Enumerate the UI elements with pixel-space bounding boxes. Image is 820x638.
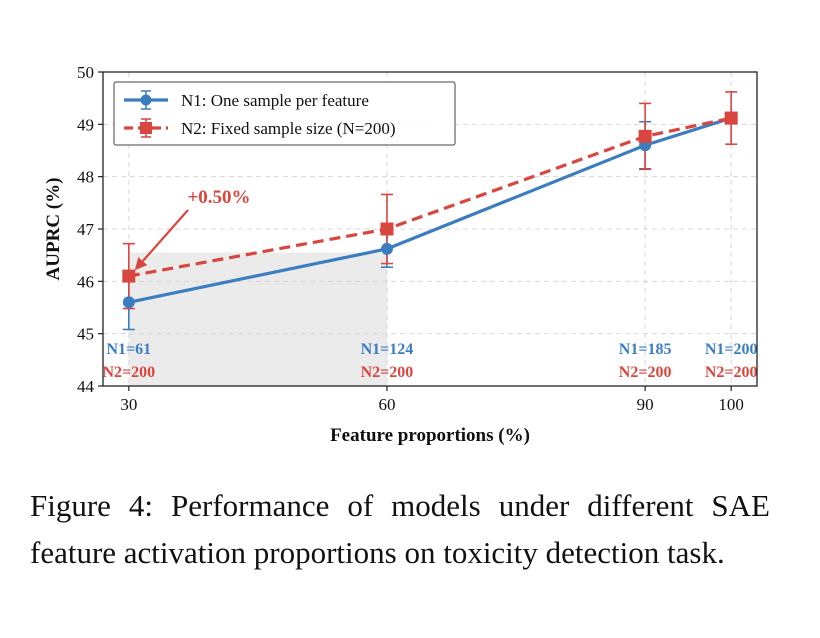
- y-tick-label: 44: [77, 377, 95, 396]
- series-layer: [122, 91, 738, 331]
- n2-count-label: N2=200: [361, 364, 414, 381]
- data-point-square: [638, 129, 652, 143]
- shaded-region: [128, 252, 387, 386]
- y-axis-ticks: 44 45 46 47 48 49 50: [77, 63, 103, 396]
- plot-frame: [102, 71, 758, 387]
- n2-count-label: N2=200: [102, 364, 155, 381]
- series-line-2: [128, 116, 732, 278]
- n1-count-label: N1=61: [106, 341, 151, 358]
- legend: N1: One sample per feature N2: Fixed samp…: [113, 81, 456, 146]
- y-tick-label: 49: [77, 115, 94, 134]
- x-tick-label: 100: [718, 395, 744, 414]
- x-axis-label: Feature proportions (%): [330, 425, 530, 446]
- x-tick-label: 30: [120, 395, 137, 414]
- annotation-label: +0.50%: [187, 187, 250, 208]
- data-point-circle: [122, 296, 135, 309]
- n1-count-label: N1=185: [619, 341, 672, 358]
- data-point-square: [380, 222, 394, 236]
- data-point-square: [122, 269, 136, 283]
- annotation: +0.50%: [134, 187, 251, 271]
- legend-label-2: N2: Fixed sample size (N=200): [181, 119, 396, 138]
- y-tick-label: 48: [77, 168, 94, 187]
- y-axis-label: AUPRC (%): [43, 178, 64, 281]
- legend-label-1: N1: One sample per feature: [181, 91, 369, 110]
- x-tick-label: 90: [637, 395, 654, 414]
- y-tick-label: 47: [77, 220, 95, 239]
- data-point-circle: [380, 242, 393, 255]
- n2-count-label: N2=200: [705, 364, 758, 381]
- n1-count-label: N1=200: [705, 341, 758, 358]
- legend-box: [113, 81, 456, 146]
- legend-marker-circle: [140, 94, 152, 106]
- y-tick-label: 50: [77, 63, 94, 82]
- auprc-line-chart: 44 45 46 47 48 49 50 30 60 90 100 N1=61 N2=200 N1=1…: [43, 63, 758, 446]
- x-axis-ticks: 30 60 90 100: [120, 386, 744, 414]
- annotation-arrow: [141, 209, 189, 262]
- series-line-1: [128, 116, 732, 304]
- legend-marker-square: [140, 122, 152, 134]
- sample-labels: N1=61 N2=200 N1=124 N2=200 N1=185 N2=200 N1=20…: [102, 341, 757, 381]
- data-point-square: [724, 111, 738, 125]
- n1-count-label: N1=124: [361, 341, 414, 358]
- y-tick-label: 45: [77, 325, 94, 344]
- n2-count-label: N2=200: [619, 364, 672, 381]
- y-tick-label: 46: [77, 272, 94, 291]
- x-tick-label: 60: [378, 395, 395, 414]
- figure-caption: Figure 4: Performance of models under di…: [30, 488, 770, 570]
- annotation-arrow-head: [134, 257, 148, 271]
